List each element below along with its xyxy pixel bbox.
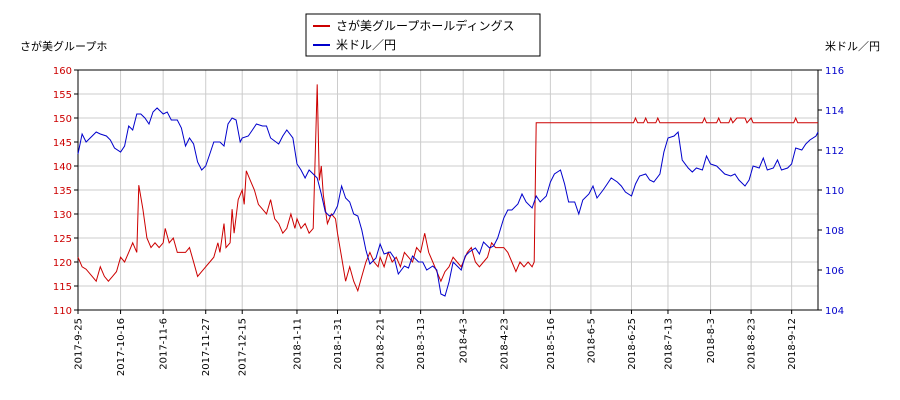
x-tick-label: 2018-6-5: [586, 318, 597, 363]
right-tick-label: 114: [825, 106, 844, 117]
left-axis-title: さが美グループホ: [20, 39, 107, 53]
x-tick-label: 2018-9-12: [787, 318, 798, 370]
series-line-2: [77, 107, 819, 297]
x-tick-label: 2018-4-23: [499, 318, 510, 370]
left-tick-label: 150: [53, 114, 72, 125]
left-tick-label: 140: [53, 162, 72, 173]
legend-box: [305, 13, 541, 57]
right-tick-label: 104: [825, 306, 844, 317]
legend-label-series-1: さが美グループホールディングス: [336, 18, 514, 33]
x-tick-label: 2018-1-31: [333, 318, 344, 370]
right-tick-label: 116: [825, 66, 844, 77]
x-tick-label: 2018-8-3: [706, 318, 717, 363]
x-tick-label: 2017-11-6: [159, 318, 170, 370]
left-tick-label: 110: [53, 306, 72, 317]
right-axis: 104 106 108 110 112 114 116: [818, 66, 844, 317]
x-tick-label: 2018-5-16: [546, 318, 557, 370]
left-tick-label: 125: [53, 234, 72, 245]
x-tick-label: 2018-1-11: [292, 318, 303, 370]
series-layer: [77, 84, 819, 297]
x-tick-label: 2018-3-13: [416, 318, 427, 370]
x-tick-label: 2018-7-13: [663, 318, 674, 370]
x-tick-label: 2017-9-25: [74, 318, 85, 370]
x-tick-label: 2018-2-21: [376, 318, 387, 370]
right-tick-label: 108: [825, 226, 844, 237]
x-tick-label: 2017-12-15: [238, 318, 249, 376]
right-tick-label: 110: [825, 186, 844, 197]
left-tick-label: 160: [53, 66, 72, 77]
x-tick-label: 2018-6-25: [627, 318, 638, 370]
left-tick-label: 115: [53, 282, 72, 293]
x-tick-label: 2017-10-16: [116, 318, 127, 376]
legend: さが美グループホールディングス 米ドル／円: [305, 13, 541, 57]
right-tick-label: 112: [825, 146, 844, 157]
grid: [77, 69, 818, 311]
left-tick-label: 130: [53, 210, 72, 221]
series-line-1: [77, 84, 818, 293]
x-tick-label: 2018-4-3: [459, 318, 470, 363]
right-axis-title: 米ドル／円: [825, 40, 880, 53]
x-tick-label: 2017-11-27: [201, 318, 212, 376]
legend-label-series-2: 米ドル／円: [336, 38, 396, 52]
left-axis: 110 115 120 125 130 135 140 145 150 155 160: [53, 66, 78, 317]
left-tick-label: 155: [53, 90, 72, 101]
right-tick-label: 106: [825, 266, 844, 277]
left-tick-label: 135: [53, 186, 72, 197]
x-tick-label: 2018-8-23: [747, 318, 758, 370]
x-axis: 2017-9-25 2017-10-16 2017-11-6 2017-11-27 20…: [74, 310, 798, 376]
left-tick-label: 120: [53, 258, 72, 269]
left-tick-label: 145: [53, 138, 72, 149]
